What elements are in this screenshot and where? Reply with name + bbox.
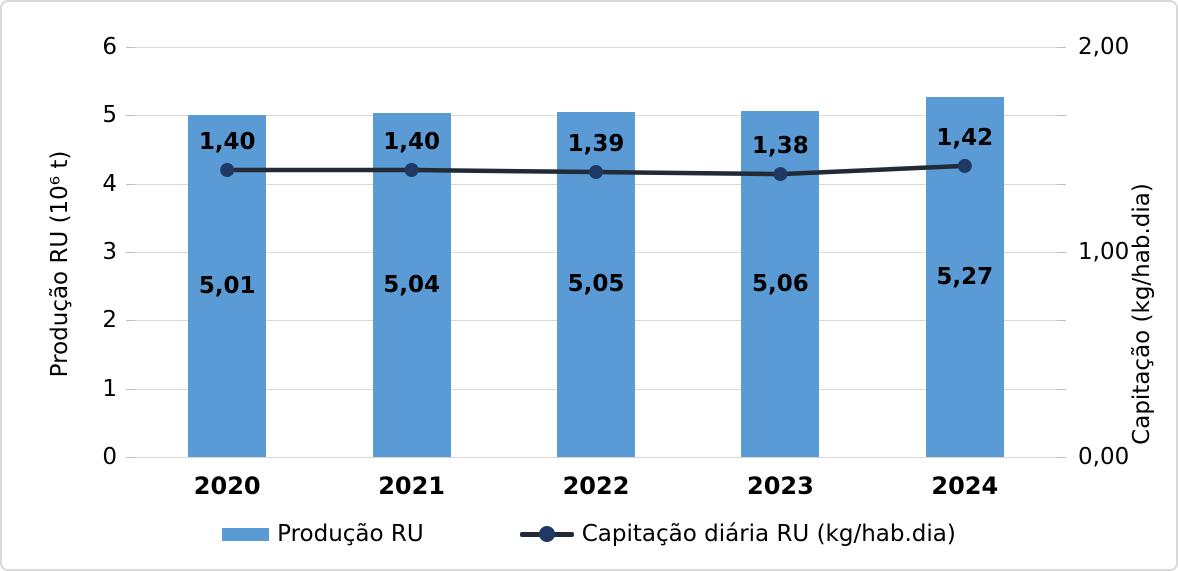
x-axis-label: 2020 [193, 472, 261, 500]
gridline [135, 47, 1057, 48]
line-series-swatch [519, 526, 574, 542]
line-marker-icon [957, 158, 972, 173]
left-axis-tick [126, 388, 135, 390]
left-axis-tick-label: 4 [102, 170, 117, 197]
legend: Produção RU Capitação diária RU (kg/hab.… [2, 516, 1176, 552]
right-axis-tick-label: 2,00 [1078, 34, 1130, 60]
capitacao-line-series [220, 158, 972, 182]
x-axis-label: 2024 [931, 472, 999, 500]
line-value-label: 1,38 [752, 133, 809, 160]
left-axis-tick [126, 320, 135, 322]
line-marker-icon [404, 163, 419, 177]
bar-value-label: 5,27 [936, 263, 994, 290]
line-marker-icon [773, 167, 788, 182]
legend-label-producao-ru: Produção RU [277, 521, 424, 547]
right-axis-tick-label: 1,00 [1078, 239, 1130, 265]
right-axis-tick [1057, 47, 1066, 48]
right-axis-tick [1057, 457, 1066, 458]
right-axis-tick [1057, 320, 1066, 322]
line-value-label: 1,42 [936, 124, 994, 151]
line-marker-icon [589, 165, 603, 180]
right-axis-tick [1057, 115, 1066, 117]
bar-value-label: 5,01 [198, 272, 256, 299]
left-axis-title: Produção RU (10⁶ t) [47, 150, 73, 378]
x-axis-label: 2021 [378, 472, 445, 500]
gridline [135, 457, 1057, 458]
left-axis-tick [126, 457, 135, 458]
line-value-label: 1,40 [383, 129, 440, 155]
bar-series-swatch [222, 527, 270, 541]
left-axis-tick [126, 183, 135, 185]
left-axis-tick [126, 47, 135, 48]
right-axis-tick-label: 0,00 [1078, 444, 1130, 470]
bar-producao-ru [925, 96, 1004, 457]
right-axis-tick [1057, 252, 1066, 253]
plot-area: 5,01 5,04 5,05 5,06 5,27 1,40 1,40 1,39 1,38 1,42 [126, 47, 1066, 458]
left-axis-tick-label: 3 [102, 239, 117, 265]
left-axis-tick-label: 2 [102, 307, 117, 334]
right-axis-tick [1057, 183, 1066, 185]
left-axis-tick-label: 0 [102, 444, 117, 470]
line-value-label: 1,39 [567, 131, 625, 158]
bar-value-label: 5,06 [752, 271, 809, 298]
left-axis-tick [126, 252, 135, 253]
left-axis-tick-label: 5 [102, 102, 117, 129]
right-axis-title: Capitação (kg/hab.dia) [1129, 183, 1155, 445]
left-axis-tick-label: 1 [102, 375, 117, 402]
left-axis-tick-label: 6 [102, 34, 117, 60]
legend-item-capitacao: Capitação diária RU (kg/hab.dia) [519, 521, 956, 547]
left-axis-tick [126, 115, 135, 117]
legend-item-producao-ru: Produção RU [222, 521, 424, 547]
legend-label-capitacao: Capitação diária RU (kg/hab.dia) [581, 521, 956, 547]
line-value-label: 1,40 [198, 129, 256, 155]
right-axis-tick [1057, 388, 1066, 390]
line-marker-icon [220, 163, 235, 177]
bar-value-label: 5,05 [567, 271, 625, 298]
bar-value-label: 5,04 [383, 271, 440, 298]
line-swatch-marker-icon [538, 526, 555, 542]
x-axis-label: 2023 [746, 472, 814, 500]
x-axis-label: 2022 [562, 472, 630, 500]
